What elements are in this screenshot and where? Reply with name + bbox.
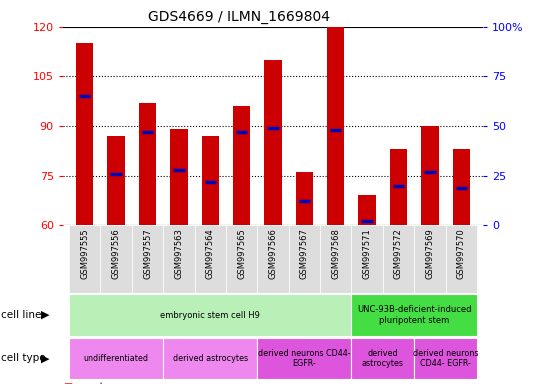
- Bar: [257, 225, 289, 293]
- Text: GSM997567: GSM997567: [300, 228, 309, 280]
- Text: GSM997565: GSM997565: [237, 228, 246, 280]
- Text: GSM997557: GSM997557: [143, 228, 152, 280]
- Text: GSM997555: GSM997555: [80, 228, 89, 279]
- Text: derived neurons CD44-
EGFR-: derived neurons CD44- EGFR-: [258, 349, 351, 368]
- Text: UNC-93B-deficient-induced
pluripotent stem: UNC-93B-deficient-induced pluripotent st…: [357, 305, 471, 325]
- Bar: [320, 225, 352, 293]
- Bar: [257, 338, 352, 379]
- Bar: [69, 294, 352, 336]
- Bar: [226, 225, 257, 293]
- Bar: [201, 136, 219, 225]
- Text: derived
astrocytes: derived astrocytes: [362, 349, 404, 368]
- Text: GSM997572: GSM997572: [394, 228, 403, 280]
- Text: GSM997564: GSM997564: [206, 228, 215, 280]
- Bar: [76, 43, 93, 225]
- Bar: [100, 225, 132, 293]
- Bar: [390, 149, 407, 225]
- Text: ■: ■: [63, 382, 72, 384]
- Text: count: count: [76, 382, 104, 384]
- Bar: [233, 106, 250, 225]
- Bar: [352, 294, 477, 336]
- Bar: [194, 225, 226, 293]
- Bar: [69, 225, 100, 293]
- Bar: [422, 126, 438, 225]
- Bar: [352, 338, 414, 379]
- Bar: [108, 136, 124, 225]
- Bar: [170, 129, 187, 225]
- Text: derived neurons
CD44- EGFR-: derived neurons CD44- EGFR-: [413, 349, 478, 368]
- Bar: [139, 103, 156, 225]
- Bar: [327, 27, 345, 225]
- Bar: [383, 225, 414, 293]
- Bar: [414, 225, 446, 293]
- Text: GSM997569: GSM997569: [425, 228, 435, 280]
- Text: ▶: ▶: [41, 353, 50, 364]
- Bar: [264, 60, 282, 225]
- Text: GSM997568: GSM997568: [331, 228, 340, 280]
- Bar: [414, 338, 477, 379]
- Text: GSM997566: GSM997566: [269, 228, 277, 280]
- Bar: [296, 172, 313, 225]
- Text: embryonic stem cell H9: embryonic stem cell H9: [161, 311, 260, 319]
- Bar: [359, 195, 376, 225]
- Text: cell type: cell type: [1, 353, 46, 364]
- Text: ▶: ▶: [41, 310, 50, 320]
- Bar: [446, 225, 477, 293]
- Text: GSM997570: GSM997570: [457, 228, 466, 280]
- Bar: [132, 225, 163, 293]
- Text: GSM997556: GSM997556: [111, 228, 121, 280]
- Bar: [163, 225, 194, 293]
- Bar: [163, 338, 257, 379]
- Title: GDS4669 / ILMN_1669804: GDS4669 / ILMN_1669804: [149, 10, 330, 25]
- Text: undifferentiated: undifferentiated: [84, 354, 149, 363]
- Text: GSM997563: GSM997563: [174, 228, 183, 280]
- Text: cell line: cell line: [1, 310, 41, 320]
- Bar: [289, 225, 320, 293]
- Text: GSM997571: GSM997571: [363, 228, 372, 280]
- Bar: [69, 338, 163, 379]
- Bar: [453, 149, 470, 225]
- Bar: [352, 225, 383, 293]
- Text: derived astrocytes: derived astrocytes: [173, 354, 248, 363]
